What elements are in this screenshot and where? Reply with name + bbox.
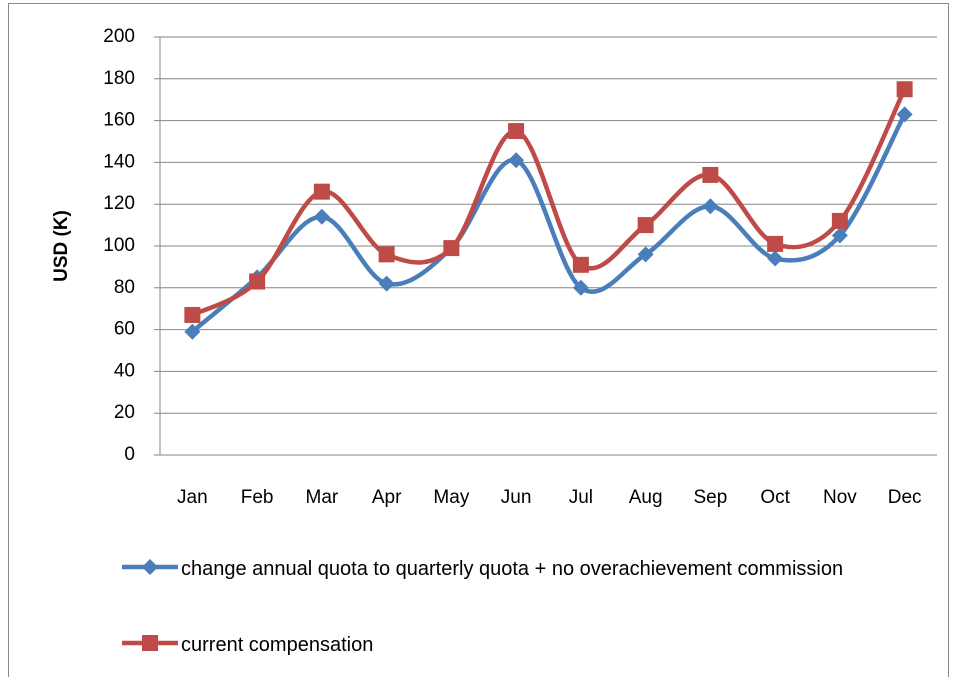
series-line bbox=[191, 88, 907, 318]
x-tick-label: Apr bbox=[372, 487, 402, 508]
y-tick-label: 60 bbox=[114, 319, 135, 340]
data-point bbox=[702, 166, 719, 183]
data-point bbox=[378, 275, 395, 292]
x-tick-label: Dec bbox=[888, 487, 922, 508]
y-tick-label: 0 bbox=[124, 444, 135, 465]
y-tick-label: 160 bbox=[103, 110, 135, 131]
y-tick-label: 180 bbox=[103, 68, 135, 89]
data-point bbox=[572, 279, 589, 296]
data-point bbox=[508, 152, 525, 169]
y-tick-label: 20 bbox=[114, 402, 135, 423]
data-point bbox=[767, 235, 784, 252]
data-point bbox=[249, 273, 266, 290]
x-tick-label: Jun bbox=[501, 487, 532, 508]
y-tick-label: 140 bbox=[103, 151, 135, 172]
chart-border bbox=[8, 3, 949, 677]
data-point bbox=[572, 256, 589, 273]
series-line bbox=[190, 113, 907, 334]
data-point bbox=[767, 250, 784, 267]
x-tick-label: Mar bbox=[306, 487, 339, 508]
data-point bbox=[896, 81, 913, 98]
data-point bbox=[184, 323, 201, 340]
data-point bbox=[702, 198, 719, 215]
data-point bbox=[831, 212, 848, 229]
data-point bbox=[313, 208, 330, 225]
x-tick-label: Nov bbox=[823, 487, 857, 508]
data-point bbox=[443, 240, 460, 257]
y-tick-label: 80 bbox=[114, 277, 135, 298]
x-tick-label: Feb bbox=[241, 487, 274, 508]
y-tick-label: 120 bbox=[103, 193, 135, 214]
legend-label: change annual quota to quarterly quota +… bbox=[181, 558, 844, 580]
data-point bbox=[378, 246, 395, 263]
x-tick-label: Oct bbox=[760, 487, 790, 508]
legend-label: current compensation bbox=[181, 634, 374, 656]
data-point bbox=[831, 227, 848, 244]
x-tick-label: May bbox=[433, 487, 469, 508]
y-tick-label: 200 bbox=[103, 26, 135, 47]
x-tick-label: Sep bbox=[693, 487, 727, 508]
data-point bbox=[508, 123, 525, 140]
x-tick-label: Jan bbox=[177, 487, 208, 508]
data-point bbox=[313, 183, 330, 200]
x-tick-label: Jul bbox=[569, 487, 593, 508]
x-tick-label: Aug bbox=[629, 487, 663, 508]
data-point bbox=[896, 106, 913, 123]
data-point bbox=[184, 306, 201, 323]
y-tick-label: 40 bbox=[114, 360, 135, 381]
data-point bbox=[637, 217, 654, 234]
y-axis-label: USD (K) bbox=[51, 210, 72, 282]
data-point bbox=[637, 246, 654, 263]
legend-marker bbox=[142, 635, 158, 651]
legend-marker bbox=[142, 559, 158, 575]
y-tick-label: 100 bbox=[103, 235, 135, 256]
